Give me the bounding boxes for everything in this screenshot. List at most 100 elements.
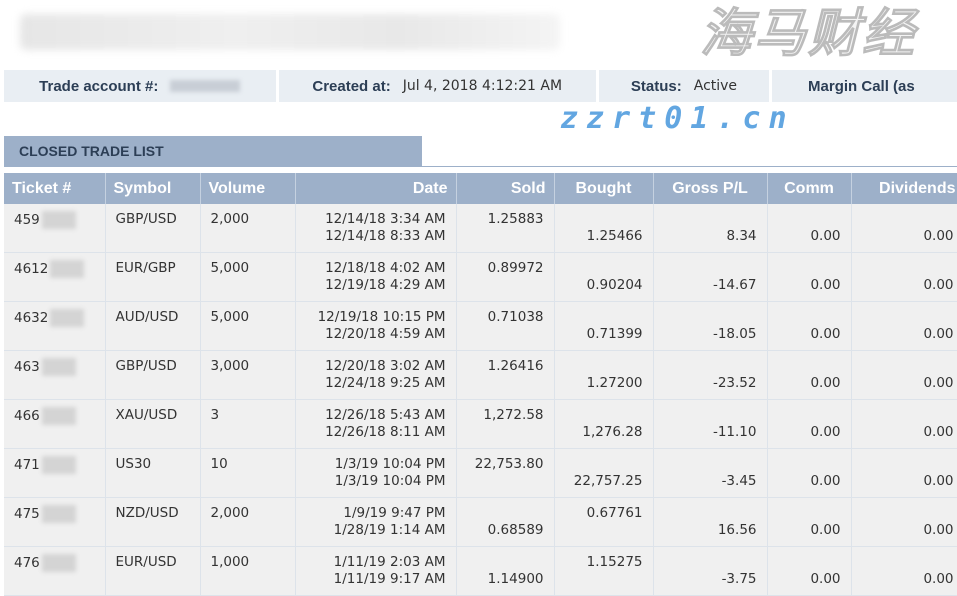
sold-cell-line1: 0.89972 bbox=[487, 260, 544, 276]
status-cell: Status: Active bbox=[598, 70, 770, 102]
date-cell: 1/3/19 10:04 PM 1/3/19 10:04 PM bbox=[295, 448, 457, 498]
volume-cell: 5,000 bbox=[200, 301, 296, 351]
bought-cell-line2 bbox=[565, 571, 643, 588]
ticket-cell: 4632 bbox=[4, 301, 106, 351]
margin-label: Margin Call (as bbox=[808, 77, 915, 95]
dividends-cell-line1 bbox=[862, 407, 954, 424]
date-cell: 12/20/18 3:02 AM 12/24/18 9:25 AM bbox=[295, 350, 457, 400]
date-cell: 12/26/18 5:43 AM 12/26/18 8:11 AM bbox=[295, 399, 457, 449]
column-header[interactable]: Volume bbox=[200, 173, 296, 204]
comm-cell: 0.00 bbox=[767, 546, 852, 596]
dividends-cell-line2: 0.00 bbox=[923, 473, 954, 489]
ticket-redacted bbox=[41, 505, 76, 523]
table-row: 4612 EUR/GBP 5,000 12/18/18 4:02 AM 12/19/18… bbox=[4, 252, 957, 302]
date-cell-line1: 12/14/18 3:34 AM bbox=[325, 211, 446, 227]
date-cell-line2: 1/11/19 9:17 AM bbox=[333, 571, 446, 587]
gross-cell: -14.67 bbox=[653, 252, 768, 302]
ticket-redacted bbox=[41, 211, 76, 229]
dividends-cell: 0.00 bbox=[851, 448, 957, 498]
comm-cell-line1 bbox=[778, 358, 841, 375]
bought-cell-line1 bbox=[565, 211, 643, 228]
sold-cell-line2 bbox=[467, 277, 544, 294]
column-header[interactable]: Symbol bbox=[105, 173, 201, 204]
comm-cell-line1 bbox=[778, 554, 841, 571]
status-value: Active bbox=[693, 78, 738, 94]
ticket-cell: 466 bbox=[4, 399, 106, 449]
bought-cell-line1: 0.67761 bbox=[586, 505, 643, 521]
volume-cell-value: 2,000 bbox=[210, 211, 250, 227]
sold-cell-line1: 1,272.58 bbox=[483, 407, 544, 423]
comm-cell: 0.00 bbox=[767, 448, 852, 498]
date-cell-line2: 1/3/19 10:04 PM bbox=[334, 473, 446, 489]
sold-cell: 1.14900 bbox=[456, 546, 555, 596]
gross-cell-line2: -3.45 bbox=[721, 473, 757, 489]
column-header[interactable]: Sold bbox=[456, 173, 555, 204]
sold-cell-line2 bbox=[467, 473, 544, 490]
created-label: Created at: bbox=[312, 77, 391, 95]
date-cell-line2: 1/28/19 1:14 AM bbox=[333, 522, 446, 538]
sold-cell-line2: 0.68589 bbox=[487, 522, 544, 538]
bought-cell-line2: 1.25466 bbox=[586, 228, 643, 244]
column-header[interactable]: Date bbox=[295, 173, 457, 204]
volume-cell-value: 5,000 bbox=[210, 309, 250, 325]
account-info-bar: Trade account #: Created at: Jul 4, 2018 … bbox=[4, 70, 957, 102]
comm-cell-line1 bbox=[778, 505, 841, 522]
ticket-cell: 475 bbox=[4, 497, 106, 547]
date-cell-line1: 12/26/18 5:43 AM bbox=[325, 407, 446, 423]
ticket-redacted bbox=[50, 309, 85, 327]
volume-cell: 2,000 bbox=[200, 497, 296, 547]
section-divider bbox=[422, 166, 957, 167]
gross-cell-line1 bbox=[664, 505, 757, 522]
sold-cell: 1,272.58 bbox=[456, 399, 555, 449]
symbol-cell: US30 bbox=[105, 448, 201, 498]
symbol-cell-value: NZD/USD bbox=[115, 505, 179, 521]
gross-cell: -3.75 bbox=[653, 546, 768, 596]
comm-cell-line2: 0.00 bbox=[810, 277, 841, 293]
column-header[interactable]: Bought bbox=[554, 173, 654, 204]
bought-cell: 1.25466 bbox=[554, 204, 654, 253]
symbol-cell: AUD/USD bbox=[105, 301, 201, 351]
column-header[interactable]: Comm bbox=[767, 173, 852, 204]
ticket-cell: 471 bbox=[4, 448, 106, 498]
sold-cell-line1: 0.71038 bbox=[487, 309, 544, 325]
symbol-cell-value: EUR/GBP bbox=[115, 260, 176, 276]
gross-cell-line1 bbox=[664, 260, 757, 277]
volume-cell-value: 2,000 bbox=[210, 505, 250, 521]
gross-cell-line1 bbox=[664, 211, 757, 228]
volume-cell-value: 3 bbox=[210, 407, 220, 423]
column-header[interactable]: Dividends bbox=[851, 173, 957, 204]
ticket-value: 475 bbox=[14, 506, 40, 522]
bought-cell-line1 bbox=[565, 407, 643, 424]
table-row: 459 GBP/USD 2,000 12/14/18 3:34 AM 12/14/18 … bbox=[4, 204, 957, 253]
account-number-redacted bbox=[170, 80, 241, 92]
bought-cell-line1 bbox=[565, 358, 643, 375]
comm-cell: 0.00 bbox=[767, 204, 852, 253]
ticket-value: 466 bbox=[14, 408, 40, 424]
sold-cell-line1 bbox=[467, 505, 544, 522]
comm-cell-line2: 0.00 bbox=[810, 375, 841, 391]
date-cell-line2: 12/20/18 4:59 AM bbox=[325, 326, 446, 342]
ticket-value: 4632 bbox=[14, 310, 49, 326]
column-header[interactable]: Gross P/L bbox=[653, 173, 768, 204]
comm-cell-line1 bbox=[778, 456, 841, 473]
margin-cell: Margin Call (as bbox=[772, 70, 957, 102]
comm-cell-line1 bbox=[778, 407, 841, 424]
gross-cell-line2: -23.52 bbox=[712, 375, 757, 391]
comm-cell-line2: 0.00 bbox=[810, 473, 841, 489]
dividends-cell-line1 bbox=[862, 260, 954, 277]
date-cell: 1/11/19 2:03 AM 1/11/19 9:17 AM bbox=[295, 546, 457, 596]
date-cell-line1: 12/18/18 4:02 AM bbox=[325, 260, 446, 276]
ticket-redacted bbox=[41, 407, 76, 425]
bought-cell-line2: 0.71399 bbox=[586, 326, 643, 342]
dividends-cell-line1 bbox=[862, 456, 954, 473]
gross-cell-line1 bbox=[664, 407, 757, 424]
bought-cell-line2: 22,757.25 bbox=[573, 473, 643, 489]
symbol-cell: XAU/USD bbox=[105, 399, 201, 449]
account-label: Trade account #: bbox=[39, 77, 159, 95]
gross-cell-line2: -3.75 bbox=[721, 571, 757, 587]
bought-cell-line1 bbox=[565, 309, 643, 326]
symbol-cell-value: US30 bbox=[115, 456, 152, 472]
gross-cell-line2: 16.56 bbox=[717, 522, 757, 538]
column-header[interactable]: Ticket # bbox=[4, 173, 106, 204]
bought-cell-line1 bbox=[565, 260, 643, 277]
